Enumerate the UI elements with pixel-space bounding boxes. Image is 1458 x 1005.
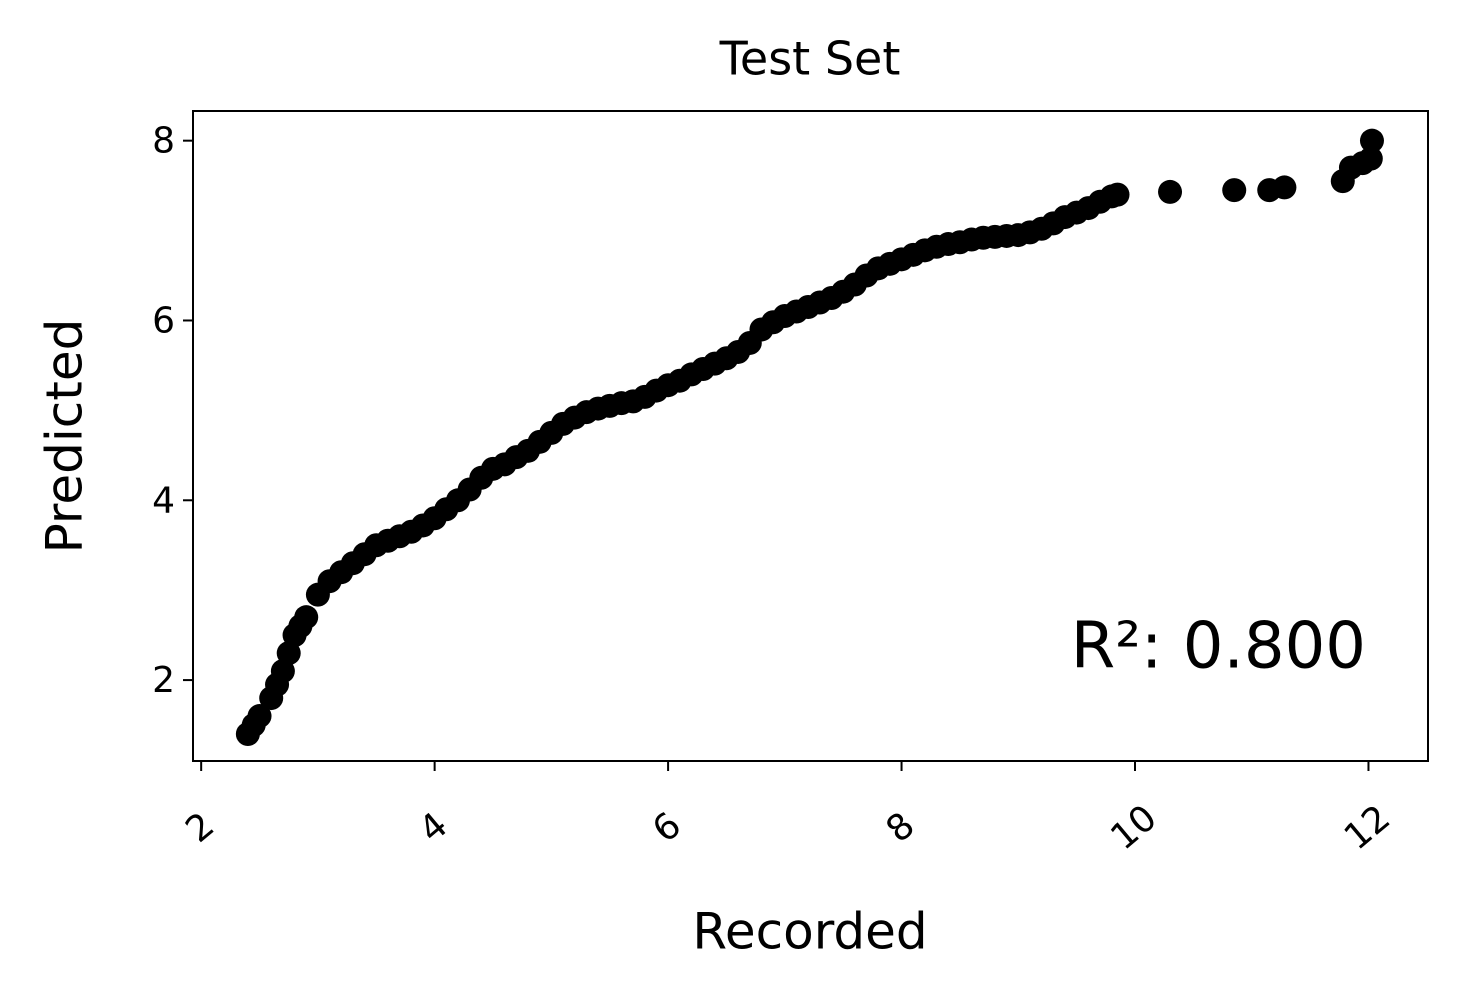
chart-title: Test Set xyxy=(719,32,901,86)
y-tick-label: 6 xyxy=(152,300,175,341)
x-axis-label: Recorded xyxy=(692,903,927,961)
point xyxy=(1272,175,1297,200)
point xyxy=(294,605,319,630)
x-tick-label: 12 xyxy=(1337,797,1398,858)
y-tick-label: 8 xyxy=(152,121,175,162)
y-axis-label: Predicted xyxy=(36,319,94,554)
point xyxy=(247,704,272,729)
point xyxy=(1222,178,1247,203)
annotation: R²: 0.800 xyxy=(1071,610,1366,684)
x-tick-label: 2 xyxy=(178,805,222,851)
x-tick-label: 10 xyxy=(1103,797,1164,858)
y-tick-label: 2 xyxy=(152,660,175,701)
x-tick-label: 4 xyxy=(412,805,456,851)
plot-frame xyxy=(192,110,1429,762)
x-tick-label: 6 xyxy=(645,805,689,851)
point xyxy=(1158,179,1183,204)
point xyxy=(1105,182,1130,207)
x-tick-label: 8 xyxy=(879,805,923,851)
y-tick-label: 4 xyxy=(152,480,175,521)
point xyxy=(1359,128,1384,153)
point xyxy=(1358,146,1383,171)
